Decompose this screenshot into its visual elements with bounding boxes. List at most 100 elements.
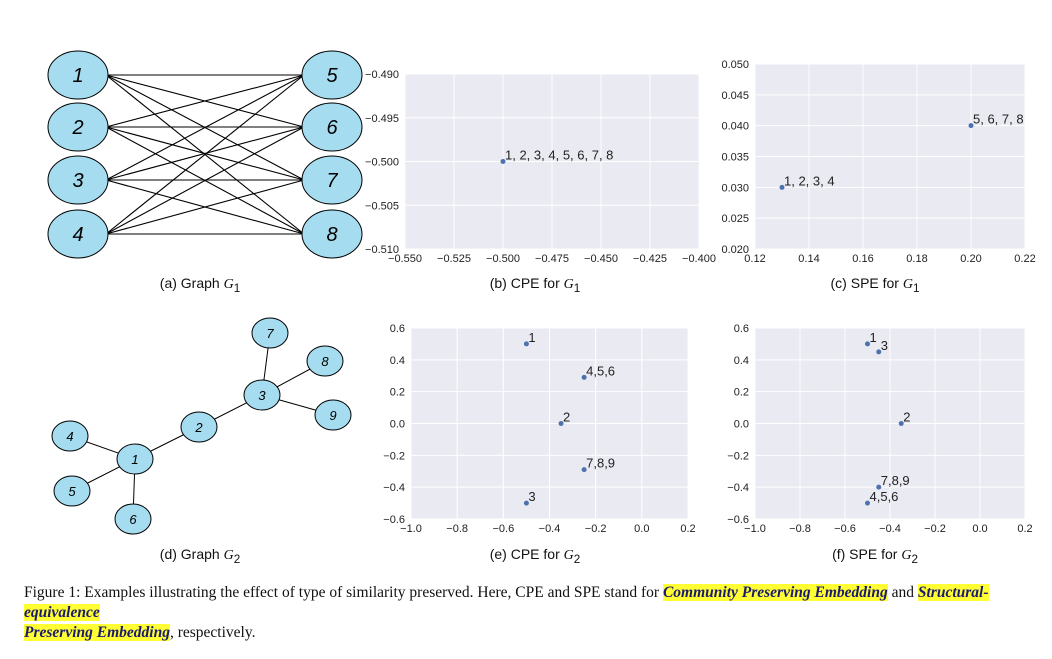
y-tick-label: −0.490 [365, 69, 399, 81]
g2-node [53, 475, 91, 507]
y-tick-label: −0.2 [383, 450, 405, 462]
x-tick-label: 0.20 [960, 253, 981, 265]
data-point [865, 341, 870, 347]
caption-e: (e) CPE for G2 [489, 546, 581, 566]
g1-edge [105, 74, 305, 181]
g1-node-label: 3 [72, 170, 83, 192]
g2-node [116, 443, 154, 475]
y-tick-label: 0.4 [734, 355, 749, 367]
x-tick-label: −0.8 [446, 523, 468, 535]
g1-node-label: 2 [71, 117, 83, 139]
plot-spe-g2: −1.0 −0.8 −0.6 −0.4 −0.2 0.0 0.2 −0.6 −0.4 −0.2 0.… [727, 323, 1032, 535]
y-tick-label: 0.045 [721, 90, 749, 102]
g1-node-label: 1 [72, 65, 83, 87]
data-point [581, 467, 587, 473]
g1-node [301, 209, 363, 259]
y-tick-label: 0.025 [721, 213, 749, 225]
g2-node [251, 317, 289, 349]
y-tick-label: 0.0 [390, 419, 405, 431]
y-tick-label: 0.2 [390, 387, 405, 399]
x-tick-label: −0.550 [388, 253, 422, 265]
y-tick-label: 0.020 [721, 244, 749, 256]
point-label: 2 [563, 410, 570, 425]
point-label: 4,5,6 [870, 489, 899, 504]
point-label: 7,8,9 [881, 473, 910, 488]
data-point [779, 184, 785, 190]
g2-node-label: 5 [68, 484, 76, 499]
figure-caption: Figure 1: Examples illustrating the effe… [24, 584, 989, 641]
y-tick-label: 0.040 [721, 121, 749, 133]
plot-spe-g1: 0.12 0.14 0.16 0.18 0.20 0.22 0.020 0.025 0.030 0… [721, 59, 1035, 265]
x-tick-label: −0.2 [924, 523, 946, 535]
y-tick-label: −0.6 [383, 514, 405, 526]
g1-node-label: 5 [326, 65, 338, 87]
graph-g2: 1 2 3 4 5 6 7 8 9 [51, 317, 352, 535]
g1-node [47, 50, 109, 100]
data-point [876, 484, 882, 490]
g2-node-label: 4 [66, 429, 73, 444]
highlight-cpe: Community Preserving Embedding [662, 584, 888, 601]
data-point [968, 123, 974, 129]
y-tick-label: 0.030 [721, 182, 749, 194]
caption-a: (a) Graph G1 [159, 275, 241, 295]
g2-node-label: 3 [258, 388, 266, 403]
graph-g1: 1 2 3 4 5 6 7 8 [47, 50, 363, 259]
g2-node-label: 6 [129, 512, 137, 527]
x-tick-label: −0.2 [585, 523, 607, 535]
g1-edge [105, 179, 305, 235]
data-point [558, 421, 564, 426]
y-tick-label: −0.500 [365, 157, 399, 169]
y-tick-label: 0.4 [390, 355, 405, 367]
data-point [500, 159, 506, 164]
data-point [876, 349, 882, 355]
x-tick-label: −0.500 [486, 253, 520, 265]
g1-node-label: 7 [326, 170, 338, 192]
g2-node [180, 411, 218, 443]
x-tick-label: −0.475 [535, 253, 569, 265]
g1-node [301, 155, 363, 205]
y-tick-label: 0.2 [734, 387, 749, 399]
caption-d: (d) Graph G2 [159, 546, 241, 566]
point-label: 3 [528, 489, 535, 504]
x-tick-label: −0.6 [492, 523, 514, 535]
y-tick-label: 0.050 [721, 59, 749, 71]
x-tick-label: 0.0 [634, 523, 649, 535]
g2-node [314, 399, 352, 431]
y-tick-label: −0.510 [365, 244, 399, 256]
point-label: 1, 2, 3, 4, 5, 6, 7, 8 [505, 148, 613, 163]
x-tick-label: −0.4 [539, 523, 561, 535]
point-label: 1, 2, 3, 4 [784, 173, 835, 188]
x-tick-label: −0.425 [633, 253, 667, 265]
g2-node-label: 2 [194, 420, 203, 435]
x-tick-label: −0.400 [682, 253, 716, 265]
g1-node [301, 50, 363, 100]
g1-node-label: 6 [326, 117, 338, 139]
g2-node-label: 9 [329, 408, 336, 423]
point-label: 7,8,9 [586, 456, 615, 471]
x-tick-label: −1.0 [744, 523, 766, 535]
x-tick-label: 0.14 [798, 253, 819, 265]
point-label: 1 [528, 330, 535, 345]
data-point [581, 374, 587, 380]
g1-edge [105, 74, 305, 235]
g1-edge [105, 74, 305, 128]
x-tick-label: 0.0 [972, 523, 987, 535]
y-tick-label: −0.505 [365, 200, 399, 212]
x-tick-label: −0.4 [879, 523, 901, 535]
y-tick-label: 0.6 [734, 323, 749, 335]
plot-cpe-g2: −1.0 −0.8 −0.6 −0.4 −0.2 0.0 0.2 −0.6 −0.4 −0.2 0.… [383, 323, 695, 535]
y-tick-label: −0.4 [383, 482, 405, 494]
y-tick-label: −0.6 [727, 514, 749, 526]
data-point [523, 500, 529, 506]
data-point [898, 421, 904, 426]
y-tick-label: 0.6 [390, 323, 405, 335]
g2-node-label: 8 [321, 354, 329, 369]
y-tick-label: −0.2 [727, 450, 749, 462]
g1-node [301, 102, 363, 152]
g1-node [47, 209, 109, 259]
g1-node [47, 155, 109, 205]
data-point [523, 341, 529, 347]
x-tick-label: 0.12 [744, 253, 765, 265]
caption-c: (c) SPE for G1 [830, 275, 920, 295]
